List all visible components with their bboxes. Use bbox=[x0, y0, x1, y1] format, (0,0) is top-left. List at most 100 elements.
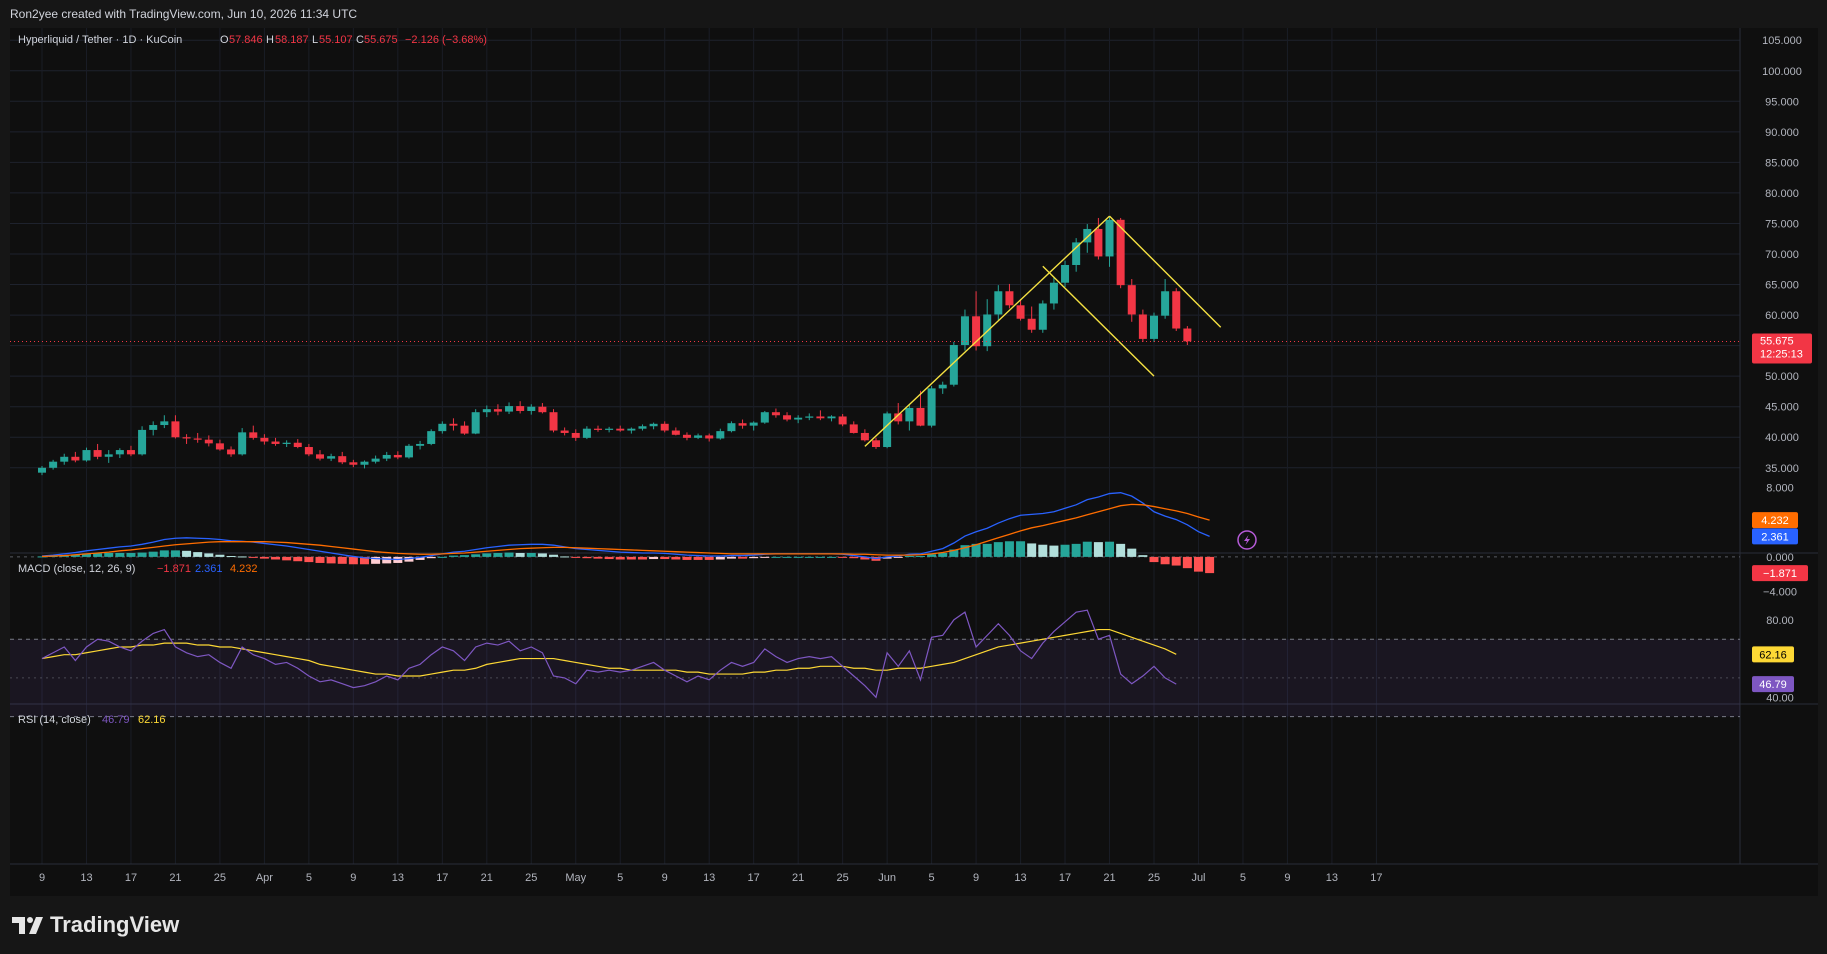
macd-hist-bar bbox=[1138, 555, 1148, 557]
chart-canvas[interactable]: 105.000100.00095.00090.00085.00080.00075… bbox=[10, 28, 1818, 896]
macd-hist-bar bbox=[126, 552, 136, 557]
macd-hist-bar bbox=[104, 552, 114, 557]
candle bbox=[1105, 219, 1114, 257]
price-axis: 105.000 100.000 95.000 90.000 85.000 80.000 75… bbox=[1762, 35, 1802, 704]
macd-value: 2.361 bbox=[195, 563, 223, 575]
candle bbox=[1049, 282, 1058, 304]
rsi-ma-value: 62.16 bbox=[138, 714, 166, 726]
macd-hist-bar bbox=[927, 554, 937, 557]
candle bbox=[260, 437, 269, 442]
candle bbox=[1150, 315, 1158, 339]
macd-label[interactable]: MACD (close, 12, 26, 9) bbox=[18, 563, 135, 575]
macd-hist-bar bbox=[893, 556, 903, 558]
time-tick-label: 21 bbox=[169, 872, 181, 884]
candle bbox=[716, 431, 725, 439]
macd-hist-bar bbox=[282, 556, 292, 561]
macd-hist-bar bbox=[259, 556, 269, 559]
macd-hist-bar bbox=[515, 552, 525, 557]
macd-hist-bar bbox=[526, 552, 536, 557]
macd-hist-bar bbox=[693, 556, 703, 560]
candle bbox=[349, 462, 358, 465]
macd-hist-bar bbox=[337, 556, 347, 564]
time-tick-label: 17 bbox=[1370, 872, 1382, 884]
lightning-icon[interactable] bbox=[1237, 530, 1257, 550]
candle bbox=[304, 447, 313, 455]
candle bbox=[538, 406, 547, 413]
candle bbox=[393, 454, 402, 458]
macd-hist-bar bbox=[860, 556, 870, 560]
candle bbox=[705, 435, 714, 439]
macd-hist-bar bbox=[215, 554, 225, 557]
candle bbox=[182, 437, 191, 439]
top-bar: Ron2yee created with TradingView.com, Ju… bbox=[0, 0, 1827, 28]
time-tick-label: 13 bbox=[1326, 872, 1338, 884]
current-price-tag: 55.675 12:25:13 bbox=[1752, 333, 1812, 364]
candle bbox=[649, 423, 658, 427]
macd-hist-bar bbox=[371, 556, 381, 564]
time-tick-label: 21 bbox=[481, 872, 493, 884]
price-tick-label: 45.000 bbox=[1765, 402, 1799, 414]
candle bbox=[527, 406, 536, 411]
candle bbox=[638, 426, 647, 429]
chart-area[interactable]: 105.000 100.000 95.000 90.000 85.000 80.000 75… bbox=[10, 28, 1818, 896]
symbol-title[interactable]: Hyperliquid / Tether · 1D · KuCoin bbox=[18, 34, 182, 46]
macd-hist-bar bbox=[849, 556, 859, 559]
candle bbox=[1172, 291, 1181, 329]
macd-hist-bar bbox=[1027, 543, 1037, 557]
macd-hist-bar bbox=[415, 556, 425, 560]
macd-hist-bar bbox=[782, 556, 792, 558]
macd-hist-bar bbox=[504, 552, 514, 557]
rsi-label[interactable]: RSI (14, close) bbox=[18, 714, 91, 726]
time-tick-label: Jun bbox=[878, 872, 896, 884]
candle bbox=[471, 412, 480, 434]
candle bbox=[560, 430, 569, 433]
time-tick-label: 17 bbox=[125, 872, 137, 884]
candle bbox=[282, 442, 291, 444]
candle bbox=[338, 456, 347, 463]
macd-hist-bar bbox=[482, 553, 492, 557]
candle bbox=[227, 449, 236, 455]
macd-hist-bar bbox=[493, 552, 503, 557]
macd-hist-bar bbox=[626, 556, 636, 560]
high-value: 58.187 bbox=[275, 34, 309, 46]
macd-hist-bar bbox=[726, 556, 736, 559]
candle bbox=[427, 431, 436, 444]
price-tick-label: 50.000 bbox=[1765, 371, 1799, 383]
svg-text:12:25:13: 12:25:13 bbox=[1760, 348, 1803, 360]
candle bbox=[594, 428, 602, 430]
macd-hist-bar bbox=[115, 552, 125, 557]
candle bbox=[449, 423, 458, 426]
ohlc-legend: O 57.846 H 58.187 L 55.107 C 55.675 −2.1… bbox=[220, 34, 487, 46]
candle bbox=[1127, 285, 1136, 315]
macd-hist-bar bbox=[1004, 541, 1014, 557]
candle bbox=[972, 316, 981, 347]
candle bbox=[104, 454, 113, 457]
candle bbox=[204, 439, 213, 444]
candle bbox=[138, 429, 147, 455]
candle bbox=[827, 416, 836, 419]
change-value: −2.126 (−3.68%) bbox=[405, 34, 487, 46]
tradingview-logo[interactable]: TradingView bbox=[12, 912, 179, 938]
macd-hist-bar bbox=[93, 553, 103, 557]
candle bbox=[1116, 219, 1125, 286]
candle bbox=[493, 409, 502, 412]
time-tick-label: May bbox=[565, 872, 586, 884]
macd-hist-bar bbox=[348, 556, 358, 565]
candle bbox=[771, 412, 780, 416]
candle bbox=[371, 458, 380, 462]
macd-hist-bar bbox=[949, 549, 959, 557]
svg-text:H: H bbox=[266, 34, 274, 46]
candle bbox=[949, 345, 958, 385]
time-tick-label: 5 bbox=[306, 872, 312, 884]
rsi-value-tags: 62.16 46.79 bbox=[1752, 646, 1794, 693]
macd-signal-value: 4.232 bbox=[230, 563, 258, 575]
svg-text:O: O bbox=[220, 34, 229, 46]
macd-hist-value: −1.871 bbox=[157, 563, 191, 575]
candle bbox=[1072, 242, 1081, 265]
macd-hist-bar bbox=[1149, 556, 1159, 563]
macd-legend: MACD (close, 12, 26, 9) −1.871 2.361 4.2… bbox=[18, 563, 258, 575]
candle bbox=[60, 456, 69, 462]
macd-tick-label: 8.000 bbox=[1766, 482, 1794, 494]
time-tick-label: 5 bbox=[929, 872, 935, 884]
time-tick-label: 13 bbox=[80, 872, 92, 884]
